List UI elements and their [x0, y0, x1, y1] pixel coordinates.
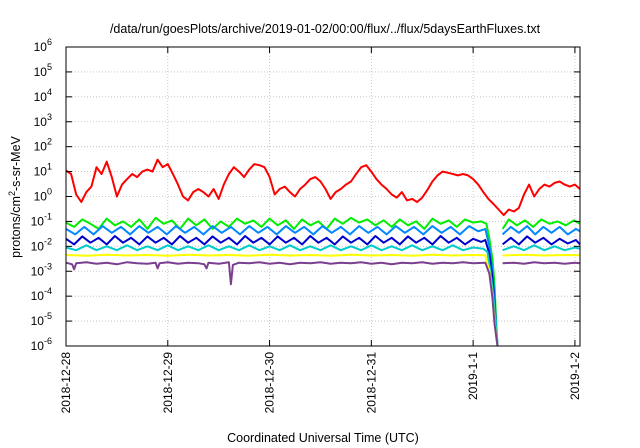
y-tick-label: 10-2 — [31, 236, 52, 253]
series-line — [502, 253, 581, 257]
series-line — [502, 261, 581, 265]
y-tick-label: 10-5 — [31, 311, 52, 328]
x-tick-label: 2018-12-31 — [364, 352, 378, 414]
y-tick-label: 100 — [34, 187, 52, 204]
x-tick-label: 2018-12-30 — [263, 352, 277, 414]
y-tick-label: 10-6 — [31, 336, 52, 353]
plot-area — [65, 158, 581, 347]
y-axis: 10-6 10-5 10-4 10-3 10-2 10-1 100 101 102 103 104 1… — [31, 37, 580, 353]
y-tick-label: 10-1 — [31, 211, 52, 228]
x-tick-label: 2018-12-28 — [59, 352, 73, 414]
y-tick-label: 10-3 — [31, 261, 52, 278]
x-tick-label: 2019-1-2 — [568, 352, 582, 400]
series-line — [501, 218, 581, 230]
series-line — [65, 261, 499, 347]
grid-lines — [66, 47, 580, 346]
chart-title: /data/run/goesPlots/archive/2019-01-02/0… — [110, 22, 541, 36]
series-line — [65, 244, 499, 347]
x-axis-label: Coordinated Universal Time (UTC) — [227, 431, 419, 445]
series-line — [65, 225, 499, 347]
y-tick-label: 101 — [34, 162, 52, 179]
series-line — [65, 253, 499, 347]
series-line — [65, 216, 499, 347]
y-tick-label: 105 — [34, 62, 52, 79]
y-axis-label: protons/cm2-s-sr-MeV — [7, 135, 23, 257]
series-line — [65, 235, 499, 347]
x-tick-label: 2018-12-29 — [161, 352, 175, 414]
series-line — [65, 158, 581, 217]
series-line — [501, 235, 581, 246]
series-line — [501, 225, 581, 236]
y-tick-label: 106 — [34, 37, 52, 54]
y-tick-label: 104 — [34, 87, 52, 104]
y-tick-label: 10-4 — [31, 286, 52, 303]
x-axis: 2018-12-28 2018-12-29 2018-12-30 2018-12-31… — [59, 47, 582, 413]
y-tick-label: 103 — [34, 112, 52, 129]
plot-frame — [65, 46, 581, 347]
series-line — [502, 244, 581, 252]
x-tick-label: 2019-1-1 — [466, 352, 480, 400]
y-tick-label: 102 — [34, 137, 52, 154]
